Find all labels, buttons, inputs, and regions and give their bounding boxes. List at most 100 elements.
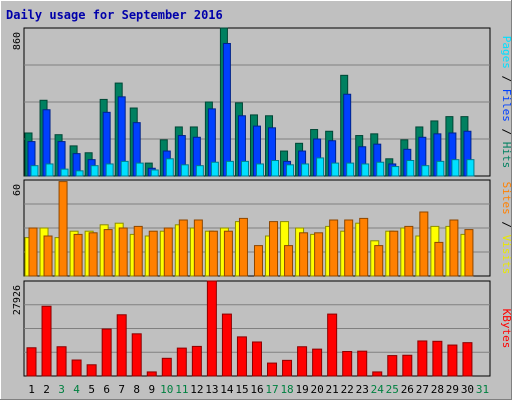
- bar-kbytes-day-23: [357, 350, 368, 377]
- bar-pages-day-13: [210, 161, 219, 177]
- bar-pages-day-30: [466, 159, 475, 177]
- bar-kbytes-day-19: [297, 346, 308, 377]
- x-tick-label-31: 31: [476, 383, 489, 396]
- bar-pages-day-4: [75, 170, 84, 177]
- x-tick-label-11: 11: [175, 383, 188, 396]
- bar-kbytes-day-10: [161, 357, 172, 377]
- bar-kbytes-day-25: [387, 355, 398, 377]
- x-tick-label-6: 6: [103, 383, 110, 396]
- bar-sites-day-25: [389, 230, 399, 277]
- x-tick-label-25: 25: [386, 383, 399, 396]
- x-tick-label-30: 30: [461, 383, 474, 396]
- bar-sites-day-18: [284, 245, 294, 277]
- bar-sites-day-20: [314, 232, 324, 277]
- x-tick-label-18: 18: [280, 383, 293, 396]
- bar-pages-day-10: [165, 158, 174, 177]
- panel-hits_files_pages: 860 Pages / Files / Hits: [12, 27, 512, 177]
- bar-pages-day-18: [286, 164, 295, 177]
- bar-pages-day-16: [255, 163, 264, 177]
- x-tick-label-7: 7: [118, 383, 125, 396]
- bar-kbytes-day-6: [101, 328, 112, 377]
- bar-pages-day-11: [180, 164, 189, 177]
- bar-pages-day-22: [346, 162, 355, 177]
- bar-sites-day-12: [193, 219, 203, 277]
- x-tick-label-10: 10: [160, 383, 173, 396]
- chart-title: Daily usage for September 2016: [6, 8, 223, 22]
- x-tick-label-27: 27: [416, 383, 429, 396]
- x-tick-label-4: 4: [73, 383, 80, 396]
- bar-kbytes-day-28: [432, 340, 443, 377]
- bar-sites-day-14: [223, 230, 233, 277]
- bar-kbytes-day-1: [26, 347, 37, 377]
- panel-kbytes: 27926 KBytes: [12, 280, 512, 377]
- bar-pages-day-27: [421, 165, 430, 177]
- x-tick-label-23: 23: [356, 383, 369, 396]
- bar-sites-day-26: [404, 225, 414, 277]
- bar-sites-day-7: [118, 227, 128, 277]
- bar-sites-day-3: [58, 181, 68, 277]
- bar-pages-day-12: [195, 165, 204, 177]
- y-max-label: 860: [12, 32, 23, 50]
- bar-kbytes-day-7: [116, 314, 127, 377]
- bar-kbytes-day-12: [191, 345, 202, 377]
- bar-kbytes-day-24: [372, 371, 383, 377]
- bar-kbytes-day-21: [327, 313, 338, 377]
- x-tick-label-26: 26: [401, 383, 414, 396]
- x-tick-label-17: 17: [265, 383, 278, 396]
- bar-pages-day-24: [376, 161, 385, 177]
- bar-pages-day-14: [225, 160, 234, 177]
- y-axis-label: Sites / Visits: [500, 182, 512, 275]
- bar-sites-day-30: [464, 229, 474, 277]
- bar-kbytes-day-22: [342, 351, 353, 377]
- bar-pages-day-1: [30, 165, 39, 177]
- bar-kbytes-day-17: [267, 362, 278, 377]
- x-tick-label-9: 9: [148, 383, 155, 396]
- bar-kbytes-day-13: [206, 280, 217, 377]
- x-tick-label-20: 20: [311, 383, 324, 396]
- bar-sites-day-9: [148, 230, 158, 277]
- x-tick-label-15: 15: [235, 383, 248, 396]
- bar-kbytes-day-18: [282, 359, 293, 377]
- bar-sites-day-24: [374, 245, 384, 277]
- bar-sites-day-8: [133, 225, 143, 277]
- bar-kbytes-day-3: [56, 346, 67, 377]
- bar-pages-day-2: [45, 163, 54, 177]
- bar-kbytes-day-29: [447, 344, 458, 377]
- x-tick-label-12: 12: [190, 383, 203, 396]
- x-tick-label-3: 3: [58, 383, 65, 396]
- bar-pages-day-19: [301, 163, 310, 177]
- bar-kbytes-day-8: [131, 333, 142, 377]
- bar-kbytes-day-30: [462, 342, 473, 377]
- panel-visits_sites: 60 Sites / Visits: [12, 179, 512, 277]
- bar-sites-day-22: [344, 219, 354, 277]
- x-tick-label-16: 16: [250, 383, 263, 396]
- x-tick-label-5: 5: [88, 383, 95, 396]
- bar-kbytes-day-11: [176, 347, 187, 377]
- x-tick-label-19: 19: [295, 383, 308, 396]
- x-tick-label-13: 13: [205, 383, 218, 396]
- bar-sites-day-15: [238, 217, 248, 277]
- bar-kbytes-day-26: [402, 354, 413, 377]
- bar-sites-day-29: [449, 219, 459, 277]
- y-axis-label: Pages / Files / Hits: [500, 36, 512, 169]
- bar-sites-day-1: [28, 227, 38, 277]
- bar-kbytes-day-20: [312, 348, 323, 377]
- bar-kbytes-day-27: [417, 340, 428, 377]
- bar-pages-day-15: [240, 160, 249, 177]
- bar-sites-day-10: [163, 227, 173, 277]
- bar-sites-day-4: [73, 233, 83, 277]
- bar-pages-day-25: [391, 166, 400, 177]
- bar-pages-day-7: [120, 160, 129, 177]
- bar-sites-day-11: [178, 219, 188, 277]
- x-tick-label-1: 1: [28, 383, 35, 396]
- x-tick-label-21: 21: [326, 383, 339, 396]
- x-tick-label-28: 28: [431, 383, 444, 396]
- bar-pages-day-5: [90, 165, 99, 177]
- bar-sites-day-28: [434, 241, 444, 277]
- bar-pages-day-9: [150, 169, 159, 177]
- bar-kbytes-day-16: [251, 341, 262, 377]
- x-tick-label-2: 2: [43, 383, 50, 396]
- bar-kbytes-day-9: [146, 371, 157, 377]
- bar-sites-day-21: [329, 219, 339, 277]
